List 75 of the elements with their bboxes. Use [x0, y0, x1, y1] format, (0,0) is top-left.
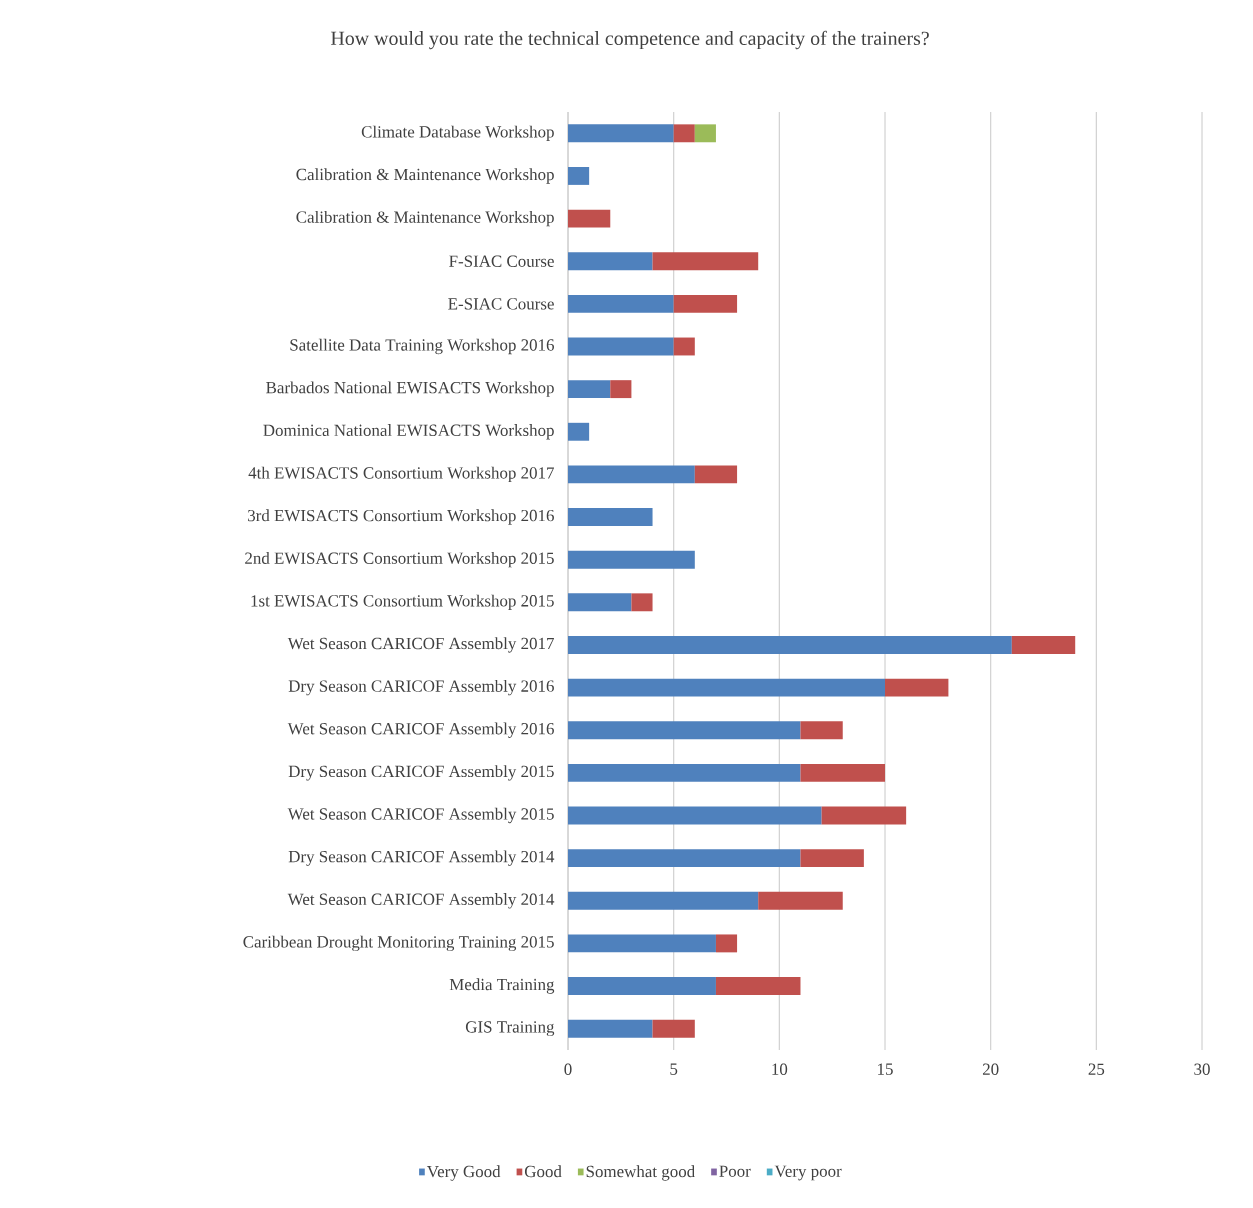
x-tick-label: 25: [1088, 1063, 1105, 1075]
bar: [715, 934, 738, 953]
bar: [631, 593, 653, 612]
y-tick-label: 3rd EWISACTS Consortium Workshop 2016: [248, 509, 554, 525]
y-tick-label: Dry Season CARICOF Assembly 2014: [288, 850, 555, 866]
x-tick-label: 20: [982, 1063, 999, 1075]
y-tick-label: Wet Season CARICOF Assembly 2017: [287, 637, 554, 653]
bar: [800, 721, 843, 740]
bar: [568, 1019, 653, 1038]
y-tick-label: Calibration & Maintenance Workshop: [296, 168, 554, 184]
bar: [1011, 635, 1076, 654]
y-tick-label: 4th EWISACTS Consortium Workshop 2017: [248, 466, 554, 483]
chart-title: How would you rate the technical competence and capacity of the trainers?: [331, 30, 929, 50]
bar: [821, 806, 907, 825]
bar: [673, 124, 695, 143]
bar: [885, 678, 949, 697]
y-tick-label: Dominica National EWISACTS Workshop: [263, 424, 554, 440]
bar: [568, 337, 674, 356]
legend-label: Very Good: [426, 1165, 501, 1181]
bar: [568, 593, 632, 612]
bar: [568, 849, 801, 868]
bar: [652, 1019, 695, 1038]
y-tick-label: 1st EWISACTS Consortium Workshop 2015: [251, 594, 554, 610]
y-tick-label: Dry Season CARICOF Assembly 2016: [288, 679, 554, 696]
bar: [568, 763, 801, 782]
y-tick-label: Climate Database Workshop: [361, 125, 554, 141]
bar: [610, 380, 632, 399]
bar: [758, 891, 843, 910]
bar: [568, 806, 822, 825]
bar: [568, 422, 590, 441]
bar: [568, 294, 674, 313]
y-tick-label: E-SIAC Course: [448, 298, 554, 310]
bar: [568, 721, 801, 740]
bar: [568, 252, 653, 271]
bar: [568, 635, 1012, 654]
legend-label: Poor: [719, 1165, 751, 1177]
x-tick-label: 5: [670, 1063, 678, 1075]
bar: [568, 678, 886, 697]
y-tick-label: Calibration & Maintenance Workshop: [296, 210, 554, 227]
bar: [694, 465, 738, 484]
y-tick-label: Dry Season CARICOF Assembly 2015: [288, 765, 554, 781]
legend-label: Very poor: [774, 1165, 842, 1181]
y-tick-label: Barbados National EWISACTS Workshop: [266, 381, 554, 397]
y-tick-label: Media Training: [449, 978, 555, 994]
bar: [673, 294, 738, 313]
bar: [673, 337, 695, 356]
bar: [568, 550, 695, 569]
x-tick-label: 15: [878, 1063, 893, 1075]
bar: [694, 124, 716, 143]
y-tick-label: F-SIAC Course: [449, 255, 554, 267]
y-tick-label: Satellite Data Training Workshop 2016: [290, 338, 555, 355]
bar: [568, 166, 590, 185]
legend-label: Somewhat good: [586, 1165, 695, 1181]
y-tick-label: 2nd EWISACTS Consortium Workshop 2015: [245, 552, 554, 568]
bar: [800, 763, 886, 782]
bar: [568, 934, 716, 953]
bar: [715, 977, 801, 995]
bar: [568, 209, 611, 228]
y-tick-label: Caribbean Drought Monitoring Training 2015: [243, 935, 554, 952]
legend-label: Good: [524, 1165, 562, 1178]
x-tick-label: 0: [564, 1063, 572, 1075]
bar: [568, 977, 716, 995]
bar: [568, 380, 611, 399]
y-tick-label: Wet Season CARICOF Assembly 2016: [287, 722, 554, 738]
bar: [800, 849, 864, 868]
bar: [652, 252, 759, 271]
y-tick-label: Wet Season CARICOF Assembly 2014: [287, 893, 555, 909]
bar: [568, 465, 695, 484]
bar: [568, 124, 674, 143]
bar: [568, 508, 653, 526]
x-tick-label: 10: [772, 1063, 788, 1075]
bar: [568, 891, 759, 910]
y-tick-label: Wet Season CARICOF Assembly 2015: [287, 807, 554, 824]
x-tick-label: 30: [1194, 1063, 1210, 1075]
y-tick-label: GIS Training: [465, 1021, 555, 1037]
